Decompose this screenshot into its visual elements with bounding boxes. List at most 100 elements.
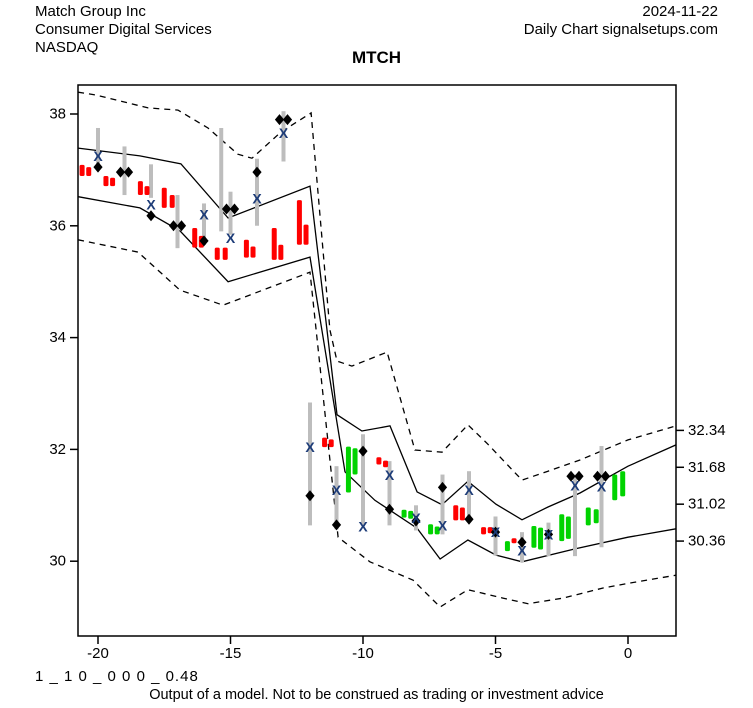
down-candle	[243, 239, 249, 258]
x-marker: X	[332, 482, 342, 498]
x-marker: X	[438, 517, 448, 533]
diamond-marker	[221, 203, 232, 215]
down-candle	[103, 176, 109, 187]
exchange-label: NASDAQ	[35, 39, 99, 56]
inner-band-lower-line	[78, 196, 676, 563]
bottom-axis-label: -20	[87, 645, 109, 662]
bottom-axis-label: -10	[352, 645, 374, 662]
down-candle	[86, 167, 92, 177]
diamond-marker	[574, 470, 584, 482]
diamond-marker	[384, 503, 395, 515]
chart-source: Daily Chart signalsetups.com	[523, 21, 718, 38]
sector-label: Consumer Digital Services	[35, 21, 212, 38]
disclaimer-text: Output of a model. Not to be construed a…	[149, 687, 604, 703]
right-axis-label: 31.68	[688, 459, 726, 476]
down-candle	[222, 247, 228, 260]
diamond-marker	[358, 445, 368, 457]
up-candle	[593, 509, 599, 524]
diamond-marker	[93, 161, 103, 173]
company-name: Match Group Inc	[35, 3, 146, 20]
diamond-marker	[543, 528, 554, 540]
down-candle	[511, 538, 517, 544]
diamond-marker	[600, 470, 611, 482]
up-candle	[504, 541, 510, 552]
diamond-marker	[115, 166, 126, 178]
diamond-marker	[199, 235, 209, 247]
inner-band-upper-line	[78, 147, 676, 521]
down-candle	[453, 505, 459, 521]
left-axis-label: 36	[49, 217, 66, 234]
diamond-marker	[331, 519, 342, 531]
diamond-marker	[517, 536, 527, 548]
down-candle	[328, 439, 334, 448]
outer-band-upper-line	[78, 91, 676, 481]
up-candle	[352, 448, 358, 475]
diamond-marker	[176, 220, 187, 232]
diamond-marker	[252, 166, 262, 178]
x-marker: X	[199, 207, 209, 223]
right-axis-label: 30.36	[688, 533, 726, 550]
down-candle	[481, 527, 487, 535]
diamond-marker	[274, 114, 285, 126]
left-axis-label: 38	[49, 106, 66, 123]
right-axis-label: 32.34	[688, 422, 726, 439]
diamond-marker	[305, 490, 315, 502]
diamond-marker	[490, 526, 501, 538]
down-candle	[192, 228, 198, 248]
diamond-marker	[592, 470, 603, 482]
up-candle	[559, 514, 565, 542]
up-candle	[585, 507, 591, 526]
down-candle	[79, 164, 85, 177]
down-candle	[214, 247, 220, 260]
x-marker: X	[385, 467, 395, 483]
diamond-marker	[168, 220, 179, 232]
diamond-marker	[411, 515, 421, 527]
x-marker: X	[517, 543, 527, 559]
right-axis-label: 31.02	[688, 496, 726, 513]
model-params-text: 1 _ 1 0 _ 0 0 0 _ 0.48	[35, 668, 199, 685]
up-candle	[428, 524, 434, 535]
x-marker: X	[464, 482, 474, 498]
up-candle	[538, 527, 544, 550]
up-candle	[434, 526, 440, 535]
down-candle	[137, 181, 143, 196]
left-axis-label: 30	[49, 553, 66, 570]
x-marker: X	[252, 190, 262, 206]
x-marker: X	[411, 510, 421, 526]
left-axis-label: 32	[49, 441, 66, 458]
x-marker: X	[305, 439, 315, 455]
down-candle	[271, 228, 277, 260]
up-candle	[531, 525, 537, 548]
plot-border	[77, 84, 677, 637]
down-candle	[376, 457, 382, 465]
diamond-marker	[566, 470, 576, 482]
down-candle	[110, 177, 116, 187]
down-candle	[250, 246, 256, 258]
x-marker: X	[279, 125, 289, 141]
up-candle	[612, 474, 618, 501]
x-marker: X	[597, 478, 607, 494]
ticker-title: MTCH	[351, 48, 402, 67]
up-candle	[345, 446, 351, 493]
diamond-marker	[437, 481, 448, 493]
down-candle	[383, 460, 389, 468]
diamond-marker	[464, 513, 474, 525]
x-marker: X	[491, 524, 501, 540]
down-candle	[322, 437, 328, 448]
x-marker: X	[544, 526, 554, 542]
diamond-marker	[146, 210, 156, 222]
bottom-axis-label: 0	[624, 645, 632, 662]
up-candle	[620, 471, 626, 497]
down-candle	[296, 200, 302, 245]
outer-band-lower-line	[78, 239, 676, 608]
diamond-marker	[282, 114, 293, 126]
diamond-marker	[123, 166, 134, 178]
x-marker: X	[570, 478, 580, 494]
diamond-marker	[229, 203, 240, 215]
x-marker: X	[358, 519, 368, 535]
chart-date: 2024-11-22	[642, 3, 718, 20]
x-marker: X	[226, 230, 236, 246]
